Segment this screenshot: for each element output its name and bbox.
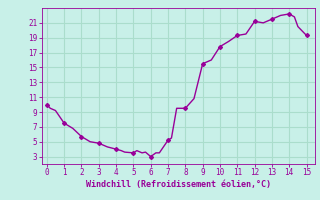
- X-axis label: Windchill (Refroidissement éolien,°C): Windchill (Refroidissement éolien,°C): [86, 180, 271, 189]
